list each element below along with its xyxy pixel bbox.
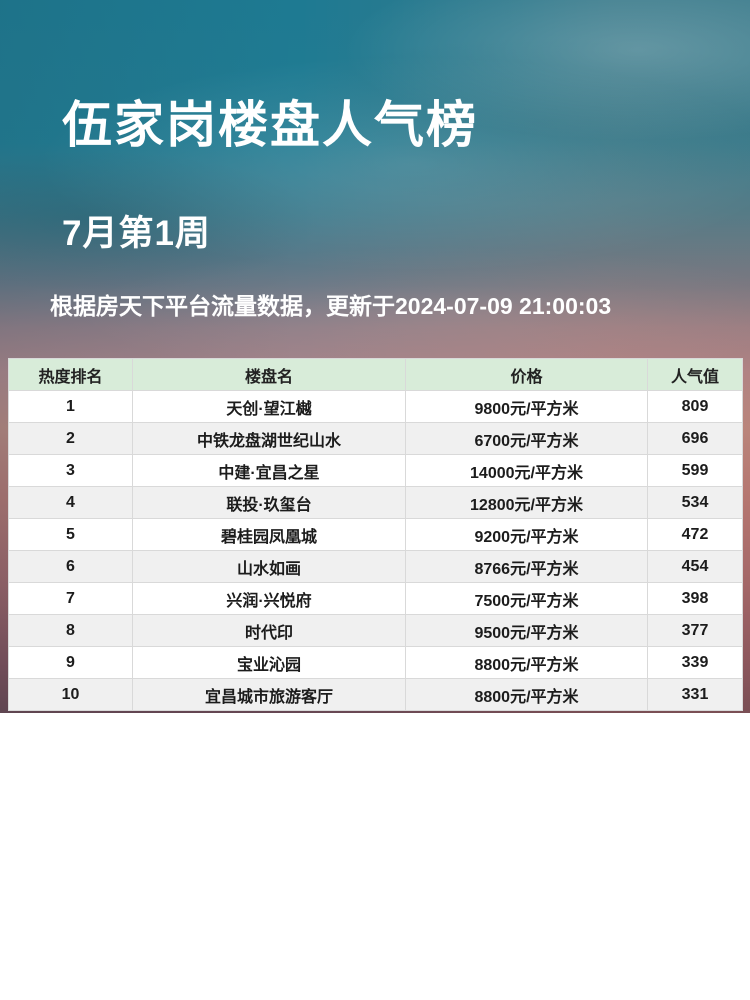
data-source-note: 根据房天下平台流量数据，更新于2024-07-09 21:00:03: [50, 293, 612, 319]
table-row: 1 天创·望江樾 9800元/平方米 809: [8, 390, 743, 423]
popularity-cell: 472: [647, 518, 743, 551]
name-cell: 联投·玖玺台: [132, 486, 406, 519]
name-cell: 山水如画: [132, 550, 406, 583]
popularity-cell: 331: [647, 678, 743, 711]
name-cell: 宝业沁园: [132, 646, 406, 679]
popularity-cell: 398: [647, 582, 743, 615]
column-header-rank: 热度排名: [8, 358, 133, 391]
ranking-table-container: 热度排名 楼盘名 价格 人气值 1 天创·望江樾 9800元/平方米 809 2…: [8, 358, 743, 711]
name-cell: 碧桂园凤凰城: [132, 518, 406, 551]
price-cell: 12800元/平方米: [405, 486, 648, 519]
name-cell: 中铁龙盘湖世纪山水: [132, 422, 406, 455]
popularity-cell: 454: [647, 550, 743, 583]
price-cell: 6700元/平方米: [405, 422, 648, 455]
ranking-table: 热度排名 楼盘名 价格 人气值 1 天创·望江樾 9800元/平方米 809 2…: [8, 358, 743, 711]
table-row: 7 兴润·兴悦府 7500元/平方米 398: [8, 582, 743, 615]
table-row: 3 中建·宜昌之星 14000元/平方米 599: [8, 454, 743, 487]
table-header-row: 热度排名 楼盘名 价格 人气值: [8, 358, 743, 391]
column-header-name: 楼盘名: [132, 358, 406, 391]
price-cell: 9200元/平方米: [405, 518, 648, 551]
table-row: 5 碧桂园凤凰城 9200元/平方米 472: [8, 518, 743, 551]
popularity-cell: 809: [647, 390, 743, 423]
rank-cell: 6: [8, 550, 133, 583]
period-subtitle: 7月第1周: [62, 214, 211, 253]
rank-cell: 3: [8, 454, 133, 487]
name-cell: 兴润·兴悦府: [132, 582, 406, 615]
table-row: 6 山水如画 8766元/平方米 454: [8, 550, 743, 583]
name-cell: 时代印: [132, 614, 406, 647]
table-row: 10 宜昌城市旅游客厅 8800元/平方米 331: [8, 678, 743, 711]
table-row: 9 宝业沁园 8800元/平方米 339: [8, 646, 743, 679]
column-header-price: 价格: [405, 358, 648, 391]
name-cell: 天创·望江樾: [132, 390, 406, 423]
price-cell: 7500元/平方米: [405, 582, 648, 615]
price-cell: 8766元/平方米: [405, 550, 648, 583]
table-row: 8 时代印 9500元/平方米 377: [8, 614, 743, 647]
rank-cell: 7: [8, 582, 133, 615]
table-row: 2 中铁龙盘湖世纪山水 6700元/平方米 696: [8, 422, 743, 455]
popularity-cell: 339: [647, 646, 743, 679]
popularity-cell: 696: [647, 422, 743, 455]
rank-cell: 9: [8, 646, 133, 679]
popularity-cell: 599: [647, 454, 743, 487]
page-title: 伍家岗楼盘人气榜: [62, 97, 478, 153]
price-cell: 9500元/平方米: [405, 614, 648, 647]
column-header-popularity: 人气值: [647, 358, 743, 391]
rank-cell: 1: [8, 390, 133, 423]
price-cell: 8800元/平方米: [405, 646, 648, 679]
rank-cell: 8: [8, 614, 133, 647]
rank-cell: 2: [8, 422, 133, 455]
price-cell: 9800元/平方米: [405, 390, 648, 423]
price-cell: 14000元/平方米: [405, 454, 648, 487]
table-row: 4 联投·玖玺台 12800元/平方米 534: [8, 486, 743, 519]
name-cell: 中建·宜昌之星: [132, 454, 406, 487]
popularity-cell: 377: [647, 614, 743, 647]
rank-cell: 4: [8, 486, 133, 519]
popularity-cell: 534: [647, 486, 743, 519]
name-cell: 宜昌城市旅游客厅: [132, 678, 406, 711]
rank-cell: 10: [8, 678, 133, 711]
price-cell: 8800元/平方米: [405, 678, 648, 711]
rank-cell: 5: [8, 518, 133, 551]
